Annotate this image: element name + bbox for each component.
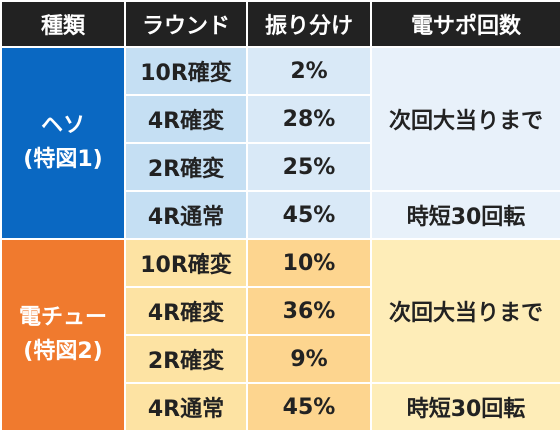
share-cell: 2% xyxy=(246,46,372,96)
support-cell: 次回大当りまで xyxy=(370,46,560,192)
header-round: ラウンド xyxy=(124,0,248,48)
header-row: 種類 ラウンド 振り分け 電サポ回数 xyxy=(0,0,560,48)
group-sub: (特図1) xyxy=(23,147,103,172)
support-cell: 時短30回転 xyxy=(370,190,560,240)
group-name: 電チュー xyxy=(18,305,107,330)
table-row: ヘソ (特図1) 10R確変 2% 次回大当りまで xyxy=(0,46,560,240)
round-cell: 2R確変 xyxy=(124,142,248,192)
header-support-count: 電サポ回数 xyxy=(370,0,560,48)
share-cell: 36% xyxy=(246,286,372,336)
share-cell: 9% xyxy=(246,334,372,384)
share-cell: 28% xyxy=(246,94,372,144)
share-cell: 45% xyxy=(246,190,372,240)
table-row: 2R確変 25% xyxy=(1,142,560,192)
header-type: 種類 xyxy=(0,0,126,48)
group-label-denchu: 電チュー (特図2) xyxy=(0,238,126,432)
table-row: 電チュー (特図2) 10R確変 10% 次回大当りまで xyxy=(0,238,560,432)
round-cell: 2R確変 xyxy=(124,334,248,384)
support-cell: 次回大当りまで xyxy=(370,238,560,384)
share-cell: 10% xyxy=(246,238,372,288)
round-cell: 10R確変 xyxy=(124,46,248,96)
round-cell: 4R確変 xyxy=(124,94,248,144)
table-row: 4R確変 36% xyxy=(1,286,560,336)
group-name: ヘソ xyxy=(40,113,85,138)
share-cell: 45% xyxy=(246,382,372,432)
table-row: 4R確変 28% xyxy=(1,94,560,144)
round-cell: 4R通常 xyxy=(124,190,248,240)
round-cell: 4R確変 xyxy=(124,286,248,336)
round-cell: 10R確変 xyxy=(124,238,248,288)
share-cell: 25% xyxy=(246,142,372,192)
group-sub: (特図2) xyxy=(23,339,103,364)
header-distribution: 振り分け xyxy=(246,0,372,48)
round-cell: 4R通常 xyxy=(124,382,248,432)
support-cell: 時短30回転 xyxy=(370,382,560,432)
table-row: 2R確変 9% xyxy=(1,334,560,384)
group-label-heso: ヘソ (特図1) xyxy=(0,46,126,240)
table-row: 4R通常 45% 時短30回転 xyxy=(1,190,560,240)
